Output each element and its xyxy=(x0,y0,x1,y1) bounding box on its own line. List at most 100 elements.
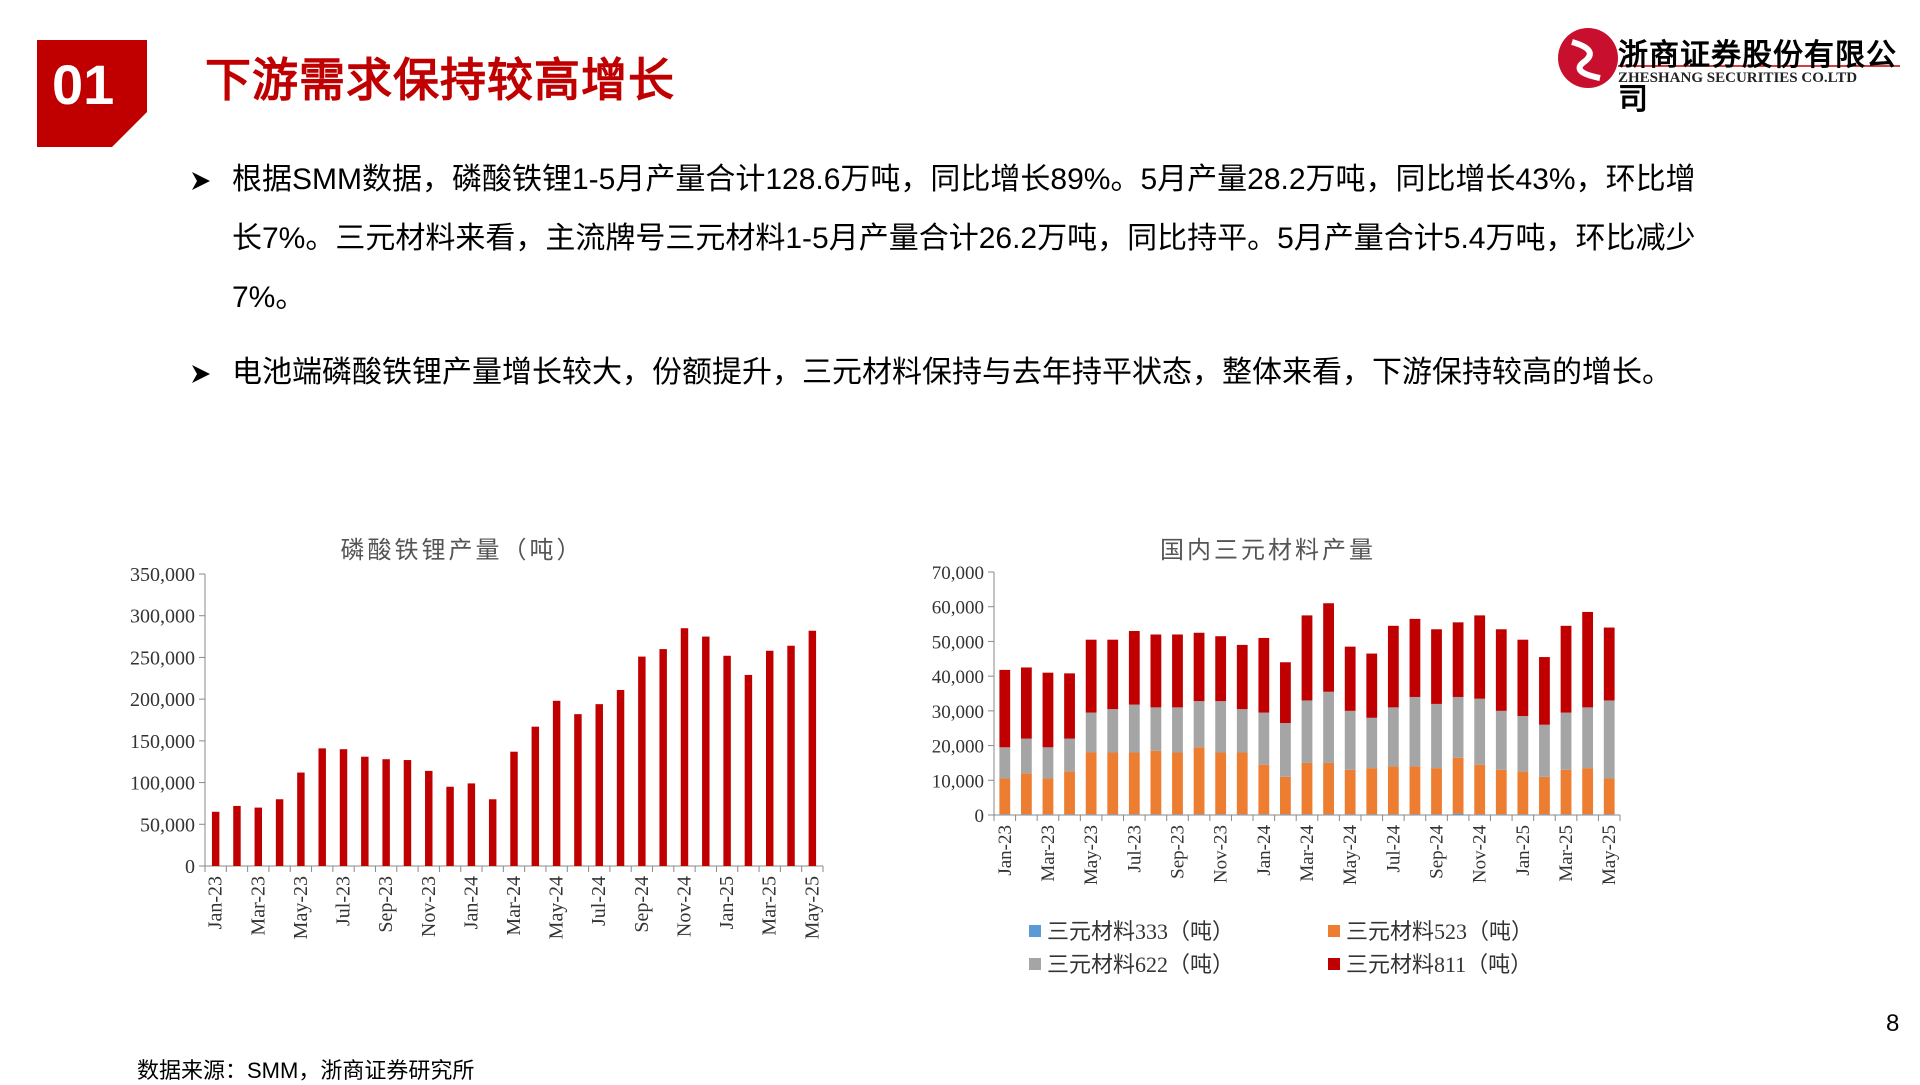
bar-segment xyxy=(1107,814,1119,815)
y-tick-label: 100,000 xyxy=(130,773,195,795)
x-tick-label: Jul-23 xyxy=(1124,825,1145,873)
bar-segment xyxy=(1409,696,1421,767)
bar-segment xyxy=(1582,814,1594,815)
bar-segment xyxy=(999,669,1011,748)
legend-label: 三元材料622（吨） xyxy=(1047,952,1234,977)
bar-segment xyxy=(1236,752,1248,815)
bar-segment xyxy=(1064,738,1075,772)
y-tick-label: 0 xyxy=(975,806,985,827)
legend-label: 三元材料523（吨） xyxy=(1346,919,1533,944)
bar-segment xyxy=(1452,696,1464,758)
bar xyxy=(574,714,582,866)
bar-segment xyxy=(1236,644,1248,710)
bar-segment xyxy=(1603,627,1615,701)
bar-segment xyxy=(1128,631,1140,705)
page-number: 8 xyxy=(1886,1010,1900,1037)
bar xyxy=(638,656,646,866)
bar xyxy=(595,704,603,866)
bar-segment xyxy=(1193,632,1205,702)
legend-label: 三元材料811（吨） xyxy=(1346,952,1532,977)
bar-segment xyxy=(1193,747,1205,815)
bar xyxy=(531,726,540,866)
bar-segment xyxy=(1085,814,1097,815)
bar-segment xyxy=(1020,814,1032,815)
bar xyxy=(723,655,731,866)
bar-segment xyxy=(1042,814,1054,815)
bar xyxy=(403,760,412,866)
y-tick-label: 60,000 xyxy=(932,598,984,619)
y-tick-label: 50,000 xyxy=(140,814,195,836)
bar-segment xyxy=(1150,707,1162,751)
bar-segment xyxy=(1560,814,1572,815)
bar-segment xyxy=(1236,814,1248,815)
bar-segment xyxy=(1280,814,1291,815)
bar-segment xyxy=(1603,778,1615,815)
x-tick-label: Nov-24 xyxy=(1470,825,1491,884)
y-tick-label: 350,000 xyxy=(130,564,195,586)
bar-segment xyxy=(1128,752,1140,815)
bar xyxy=(680,628,689,866)
bar xyxy=(446,786,454,866)
bar-segment xyxy=(1387,707,1399,767)
bar-segment xyxy=(999,778,1011,815)
x-tick-label: Mar-25 xyxy=(1556,825,1577,882)
x-tick-label: Mar-24 xyxy=(503,876,525,936)
bar-segment xyxy=(1560,769,1572,815)
x-tick-label: Mar-23 xyxy=(247,876,269,936)
bar xyxy=(339,749,348,866)
x-tick-label: Jul-24 xyxy=(588,876,610,926)
bar-segment xyxy=(1582,707,1594,769)
chart-title: 国内三元材料产量 xyxy=(1160,537,1376,564)
bar-segment xyxy=(1258,712,1270,765)
bar-segment xyxy=(1150,634,1162,708)
bar-segment xyxy=(1301,615,1313,701)
bar-segment xyxy=(1366,653,1378,718)
bar-segment xyxy=(1539,724,1550,777)
bar-segment xyxy=(1539,814,1550,815)
bar-segment xyxy=(1150,814,1162,815)
y-tick-label: 300,000 xyxy=(130,606,195,628)
y-tick-label: 50,000 xyxy=(932,632,984,653)
bar-segment xyxy=(999,747,1011,779)
bar xyxy=(275,799,284,866)
bar-segment xyxy=(1517,814,1529,815)
bar-segment xyxy=(1474,698,1486,765)
bar-segment xyxy=(1258,764,1270,815)
bar-segment xyxy=(1172,752,1183,815)
legend-swatch xyxy=(1328,925,1340,937)
slide-title: 下游需求保持较高增长 xyxy=(205,54,675,106)
bar-segment xyxy=(1603,700,1615,779)
bar xyxy=(467,783,476,866)
bar-segment xyxy=(1452,813,1464,815)
bar-segment xyxy=(1387,814,1399,815)
bullet-text: 根据SMM数据，磷酸铁锂1-5月产量合计128.6万吨，同比增长89%。5月产量… xyxy=(232,163,1696,314)
bar-segment xyxy=(1560,625,1572,713)
bar xyxy=(297,772,305,866)
bar-segment xyxy=(1582,611,1594,708)
bar xyxy=(744,674,753,866)
bar-segment xyxy=(1582,768,1594,815)
legend-swatch xyxy=(1029,958,1041,970)
bar xyxy=(552,700,561,866)
bar-segment xyxy=(1172,707,1183,753)
bar-segment xyxy=(1107,752,1119,815)
x-tick-label: Jul-24 xyxy=(1383,825,1404,873)
x-tick-label: May-24 xyxy=(1340,825,1361,886)
x-tick-label: Nov-23 xyxy=(418,876,440,937)
logo-name-en: ZHESHANG SECURITIES CO.LTD xyxy=(1618,70,1858,86)
bar-segment xyxy=(1193,814,1205,815)
bar xyxy=(765,650,774,866)
bar xyxy=(425,770,433,866)
bar-segment xyxy=(1452,622,1464,697)
bar-segment xyxy=(1258,814,1270,815)
bar-segment xyxy=(1539,657,1550,725)
bar-segment xyxy=(1107,709,1119,753)
bar-segment xyxy=(1128,814,1140,815)
x-tick-label: Jan-25 xyxy=(716,876,738,929)
bar-segment xyxy=(1301,700,1313,763)
bar-segment xyxy=(1236,709,1248,753)
bar-segment xyxy=(1323,814,1334,815)
bar-segment xyxy=(1344,814,1356,815)
x-tick-label: Mar-24 xyxy=(1297,825,1318,882)
